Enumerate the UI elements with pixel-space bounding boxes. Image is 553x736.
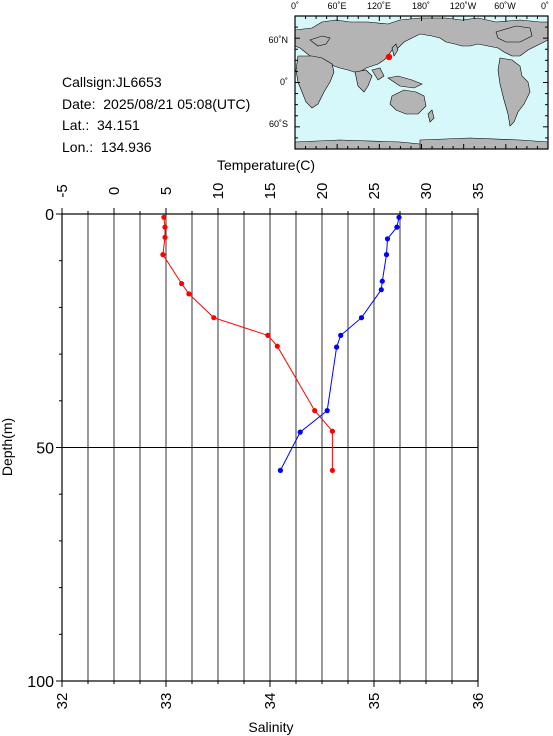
callsign-text: Callsign:JL6653: [62, 74, 162, 90]
salinity-data-point: [297, 429, 303, 435]
station-info: Callsign:JL6653 Date: 2025/08/21 05:08(U…: [62, 72, 250, 158]
depth-tick-label: 50: [36, 441, 54, 458]
salinity-data-point: [358, 315, 365, 321]
map-longitude-labels: 0˚ 60˚E 120˚E 180˚ 120˚W 60˚W 0˚: [291, 1, 549, 11]
temperature-tick-label: -5: [54, 184, 71, 197]
salinity-axis-label: Salinity: [248, 719, 293, 735]
salinity-tick-label: 36: [470, 693, 487, 710]
salinity-data-point: [378, 287, 384, 293]
temperature-data-point: [265, 332, 271, 338]
temperature-data-point: [312, 408, 318, 414]
salinity-tick-label: 34: [262, 693, 279, 710]
temperature-tick-label: 20: [314, 183, 331, 200]
temperature-data-point: [162, 224, 168, 230]
map-lon-label: 60˚W: [494, 1, 516, 11]
profile-series: [160, 214, 402, 473]
depth-tick-label: 0: [45, 207, 54, 224]
temperature-data-point: [179, 281, 185, 287]
temperature-tick-label: 25: [366, 183, 383, 200]
salinity-tick-label: 32: [54, 693, 71, 710]
salinity-data-point: [334, 344, 340, 350]
map-lon-label: 120˚E: [367, 1, 391, 11]
salinity-data-point: [379, 278, 385, 284]
station-location-marker: [385, 53, 393, 61]
depth-axis-label: Depth(m): [0, 418, 15, 476]
temperature-tick-label: 35: [470, 183, 487, 200]
depth-tick-labels: 0 50 100: [27, 207, 54, 691]
temperature-data-point: [274, 343, 280, 349]
date-text: Date: 2025/08/21 05:08(UTC): [62, 95, 251, 112]
map-lon-label: 120˚W: [450, 1, 477, 11]
salinity-tick-label: 33: [158, 693, 175, 710]
world-map: 0˚ 60˚E 120˚E 180˚ 120˚W 60˚W 0˚ 60˚N 0˚…: [268, 1, 549, 150]
temperature-tick-labels: -5 0 5 10 15 20 25 30 35: [54, 183, 487, 200]
salinity-data-point: [383, 252, 390, 258]
longitude-text: Lon.: 134.936: [62, 138, 152, 155]
salinity-data-point: [277, 467, 283, 473]
salinity-profile-line: [279, 217, 400, 471]
salinity-tick-label: 35: [366, 693, 383, 710]
latitude-text: Lat.: 34.151: [62, 117, 140, 133]
map-lon-label: 60˚E: [327, 1, 346, 11]
salinity-data-point: [394, 224, 400, 230]
temperature-data-point: [160, 252, 166, 258]
salinity-data-point: [338, 332, 344, 338]
salinity-tick-labels: 32 33 34 35 36: [54, 693, 487, 710]
temperature-data-point: [161, 214, 167, 220]
temperature-data-point: [162, 234, 168, 240]
temperature-tick-label: 30: [418, 183, 435, 200]
temperature-data-point: [211, 315, 217, 321]
salinity-data-point: [396, 214, 402, 220]
plot-frame: [61, 213, 479, 682]
map-lat-label: 60˚S: [269, 119, 288, 129]
map-lon-label: 180˚: [412, 1, 430, 11]
depth-tick-label: 100: [27, 674, 54, 691]
axis-ticks: [56, 208, 479, 687]
temperature-tick-label: 15: [262, 183, 279, 200]
temperature-data-point: [186, 291, 192, 297]
map-latitude-labels: 60˚N 0˚ 60˚S: [268, 35, 288, 129]
map-frame: [294, 15, 549, 150]
map-land: [294, 17, 549, 150]
salinity-data-point: [324, 408, 330, 414]
map-lon-label: 0˚: [291, 1, 299, 11]
temperature-data-point: [329, 467, 335, 473]
salinity-data-point: [384, 236, 391, 242]
map-lon-label: 0˚: [541, 1, 549, 11]
temperature-data-point: [329, 428, 335, 434]
temperature-profile-line: [162, 217, 333, 471]
map-lat-label: 0˚: [280, 77, 288, 87]
chart-grid: [62, 214, 478, 681]
map-lat-label: 60˚N: [268, 35, 288, 45]
temperature-tick-label: 5: [158, 187, 175, 195]
temperature-tick-label: 0: [106, 187, 123, 195]
temperature-tick-label: 10: [210, 183, 227, 200]
